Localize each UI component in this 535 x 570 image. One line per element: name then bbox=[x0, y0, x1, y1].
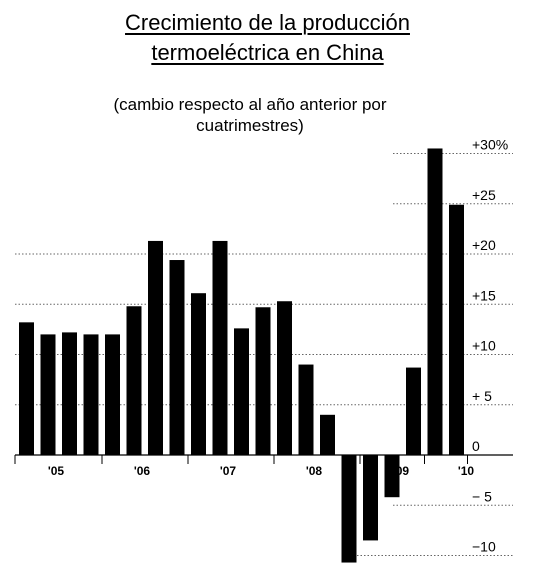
bar bbox=[384, 455, 400, 498]
bar bbox=[40, 334, 56, 455]
bar bbox=[19, 322, 34, 455]
bar bbox=[212, 240, 228, 455]
bar bbox=[406, 367, 421, 455]
y-tick-label: 0 bbox=[472, 438, 480, 454]
x-year-label: '10 bbox=[458, 464, 475, 478]
x-year-label: '05 bbox=[48, 464, 65, 478]
bar bbox=[363, 455, 378, 541]
chart-title-line-2: termoeléctrica en China bbox=[151, 40, 384, 65]
y-tick-label: + 5 bbox=[472, 388, 492, 404]
x-year-label: '07 bbox=[220, 464, 237, 478]
year-mark-label: P bbox=[387, 464, 392, 473]
chart-subtitle-line-1: (cambio respecto al año anterior por bbox=[113, 95, 387, 114]
bar bbox=[62, 332, 77, 455]
y-tick-label: +15 bbox=[472, 287, 496, 303]
chart-subtitle: (cambio respecto al año anterior por cua… bbox=[80, 94, 420, 136]
bar bbox=[148, 240, 163, 455]
y-tick-label: +30% bbox=[472, 137, 508, 153]
chart-title-line-1: Crecimiento de la producción bbox=[125, 10, 410, 35]
bar bbox=[298, 364, 314, 455]
x-year-label: '09 bbox=[393, 464, 410, 478]
y-tick-label: +10 bbox=[472, 338, 496, 354]
bar bbox=[255, 307, 271, 455]
y-tick-label: − 5 bbox=[472, 488, 492, 504]
bar bbox=[427, 148, 443, 455]
bar bbox=[83, 334, 99, 455]
chart-subtitle-line-2: cuatrimestres) bbox=[196, 116, 304, 135]
y-tick-label: −10 bbox=[472, 539, 496, 555]
bar bbox=[105, 334, 120, 455]
bar bbox=[234, 328, 249, 455]
bar bbox=[191, 293, 206, 455]
bar bbox=[277, 301, 292, 455]
bar bbox=[449, 204, 464, 455]
bar bbox=[169, 260, 185, 455]
bar bbox=[341, 455, 357, 563]
chart-title: Crecimiento de la producción termoeléctr… bbox=[0, 8, 535, 68]
bar bbox=[126, 306, 142, 455]
y-tick-label: +25 bbox=[472, 187, 496, 203]
x-year-label: '06 bbox=[134, 464, 151, 478]
y-tick-label: +20 bbox=[472, 237, 496, 253]
bar bbox=[320, 414, 335, 455]
x-year-label: '08 bbox=[306, 464, 323, 478]
